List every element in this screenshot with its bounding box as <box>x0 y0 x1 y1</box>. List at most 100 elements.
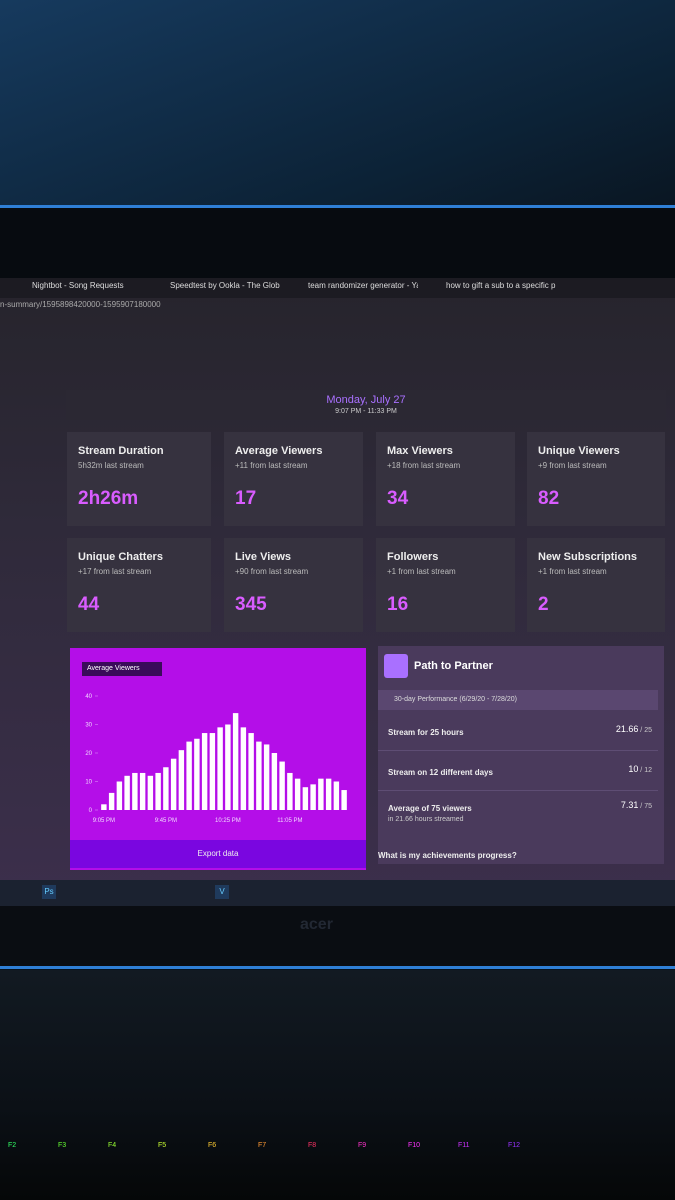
y-tick-label: 40 <box>85 694 92 700</box>
stat-value: 16 <box>387 594 409 615</box>
stat-title: Average Viewers <box>235 445 323 457</box>
goal-label: Stream on 12 different days <box>388 768 493 777</box>
x-tick-label: 10:25 PM <box>215 818 241 824</box>
bar <box>163 767 169 810</box>
stat-title: Live Views <box>235 551 292 563</box>
bezel <box>0 205 675 283</box>
stat-card: Stream Duration 5h32m last stream 2h26m <box>67 432 211 526</box>
bar <box>155 772 161 810</box>
bar <box>124 775 130 810</box>
stat-subtitle: +11 from last stream <box>235 461 308 470</box>
tab[interactable]: how to gift a sub to a specific p <box>446 281 556 290</box>
taskbar-icon[interactable]: V <box>215 885 229 899</box>
key-label: F10 <box>408 1142 421 1149</box>
stat-title: Unique Viewers <box>538 445 620 457</box>
stat-title: Max Viewers <box>387 445 453 457</box>
taskbar-icon[interactable]: Ps <box>42 885 56 899</box>
laptop-base <box>0 906 675 969</box>
key-label: F8 <box>308 1142 317 1149</box>
y-tick-label: 0 <box>89 808 93 814</box>
goal-value: 10 <box>628 764 639 774</box>
bar <box>279 761 285 810</box>
stat-title: Stream Duration <box>78 445 164 457</box>
period: 30-day Performance (6/29/20 - 7/28/20) <box>378 690 658 710</box>
stat-card: Unique Viewers +9 from last stream 82 <box>527 432 665 526</box>
goal-target: 25 <box>638 727 652 734</box>
bar <box>302 787 309 810</box>
check-icon <box>384 654 408 678</box>
bar <box>108 792 115 810</box>
chart: 0 10 20 30 40 9:05 PM 9:45 PM 10:25 PM 11:05 PM <box>85 694 347 824</box>
goal-value: 7.31 <box>620 800 639 810</box>
url[interactable]: n-summary/1595898420000-1595907180000 <box>0 300 161 309</box>
goal-target: 75 <box>638 803 652 810</box>
bar <box>194 738 200 810</box>
key-label: F11 <box>458 1142 470 1149</box>
x-tick-label: 11:05 PM <box>277 818 302 824</box>
export-button[interactable]: Export data <box>70 840 366 868</box>
stat-value: 2h26m <box>78 488 139 509</box>
stat-value: 34 <box>387 488 409 509</box>
achievements-link[interactable]: What is my achievements progress? <box>378 851 517 860</box>
bar <box>294 778 301 810</box>
stat-subtitle: +9 from last stream <box>538 461 607 470</box>
tab[interactable]: Speedtest by Ookla - The Global <box>170 281 280 290</box>
goal-target: 12 <box>638 767 652 774</box>
tab[interactable]: team randomizer generator - Ya <box>308 281 418 290</box>
tab-bar: Nightbot - Song Requests Speedtest by Ook… <box>0 278 675 298</box>
wall <box>0 0 675 205</box>
goal-value: 21.66 <box>615 724 639 734</box>
stat-subtitle: +18 from last stream <box>387 461 461 470</box>
stat-subtitle: 5h32m last stream <box>78 461 144 470</box>
bar <box>147 775 154 810</box>
goal-progress: 21.6625 <box>616 724 652 734</box>
stat-card: Max Viewers +18 from last stream 34 <box>376 432 515 526</box>
stat-card: New Subscriptions +1 from last stream 2 <box>527 538 665 632</box>
bar <box>310 784 316 810</box>
bar <box>325 778 332 810</box>
stat-subtitle: +17 from last stream <box>78 567 152 576</box>
key-label: F7 <box>258 1142 267 1149</box>
stat-title: Unique Chatters <box>78 551 163 563</box>
stat-value: 17 <box>235 488 257 509</box>
stat-subtitle: +1 from last stream <box>387 567 456 576</box>
tab[interactable]: Nightbot - Song Requests <box>32 281 124 290</box>
stat-card: Live Views +90 from last stream 345 <box>224 538 363 632</box>
bar <box>101 804 107 810</box>
x-tick-label: 9:05 PM <box>93 818 115 824</box>
goal-label: Average of 75 viewers <box>388 804 472 813</box>
date: Monday, July 27 <box>326 394 406 406</box>
bar <box>139 772 146 810</box>
bar <box>287 772 293 810</box>
goal-label: Stream for 25 hours <box>388 728 464 737</box>
stat-title: Followers <box>387 551 439 563</box>
key-label: F5 <box>158 1142 167 1149</box>
key-label: F9 <box>358 1142 367 1149</box>
stat-card: Average Viewers +11 from last stream 17 <box>224 432 363 526</box>
path-to-partner: Path to Partner 30-day Performance (6/29… <box>378 646 664 864</box>
bar <box>186 741 192 810</box>
x-tick-label: 9:45 PM <box>155 818 177 824</box>
goal-progress: 7.3175 <box>621 800 652 810</box>
bar <box>341 790 347 810</box>
bar <box>116 781 123 810</box>
bar <box>232 713 239 810</box>
bar <box>132 772 138 810</box>
metric-select[interactable]: Average Viewers <box>82 662 162 676</box>
bar <box>263 744 270 810</box>
key-label: F4 <box>108 1142 117 1149</box>
key-label: F6 <box>208 1142 217 1149</box>
taskbar: Ps V <box>0 880 675 906</box>
divider <box>378 790 658 791</box>
bar <box>248 733 254 810</box>
divider <box>378 750 658 751</box>
bar <box>178 750 185 810</box>
stat-value: 2 <box>538 594 549 615</box>
bar <box>240 727 247 810</box>
bar <box>209 733 216 810</box>
bar <box>333 781 340 810</box>
bar <box>318 778 324 810</box>
keyboard <box>0 970 675 1200</box>
bar <box>170 758 177 810</box>
